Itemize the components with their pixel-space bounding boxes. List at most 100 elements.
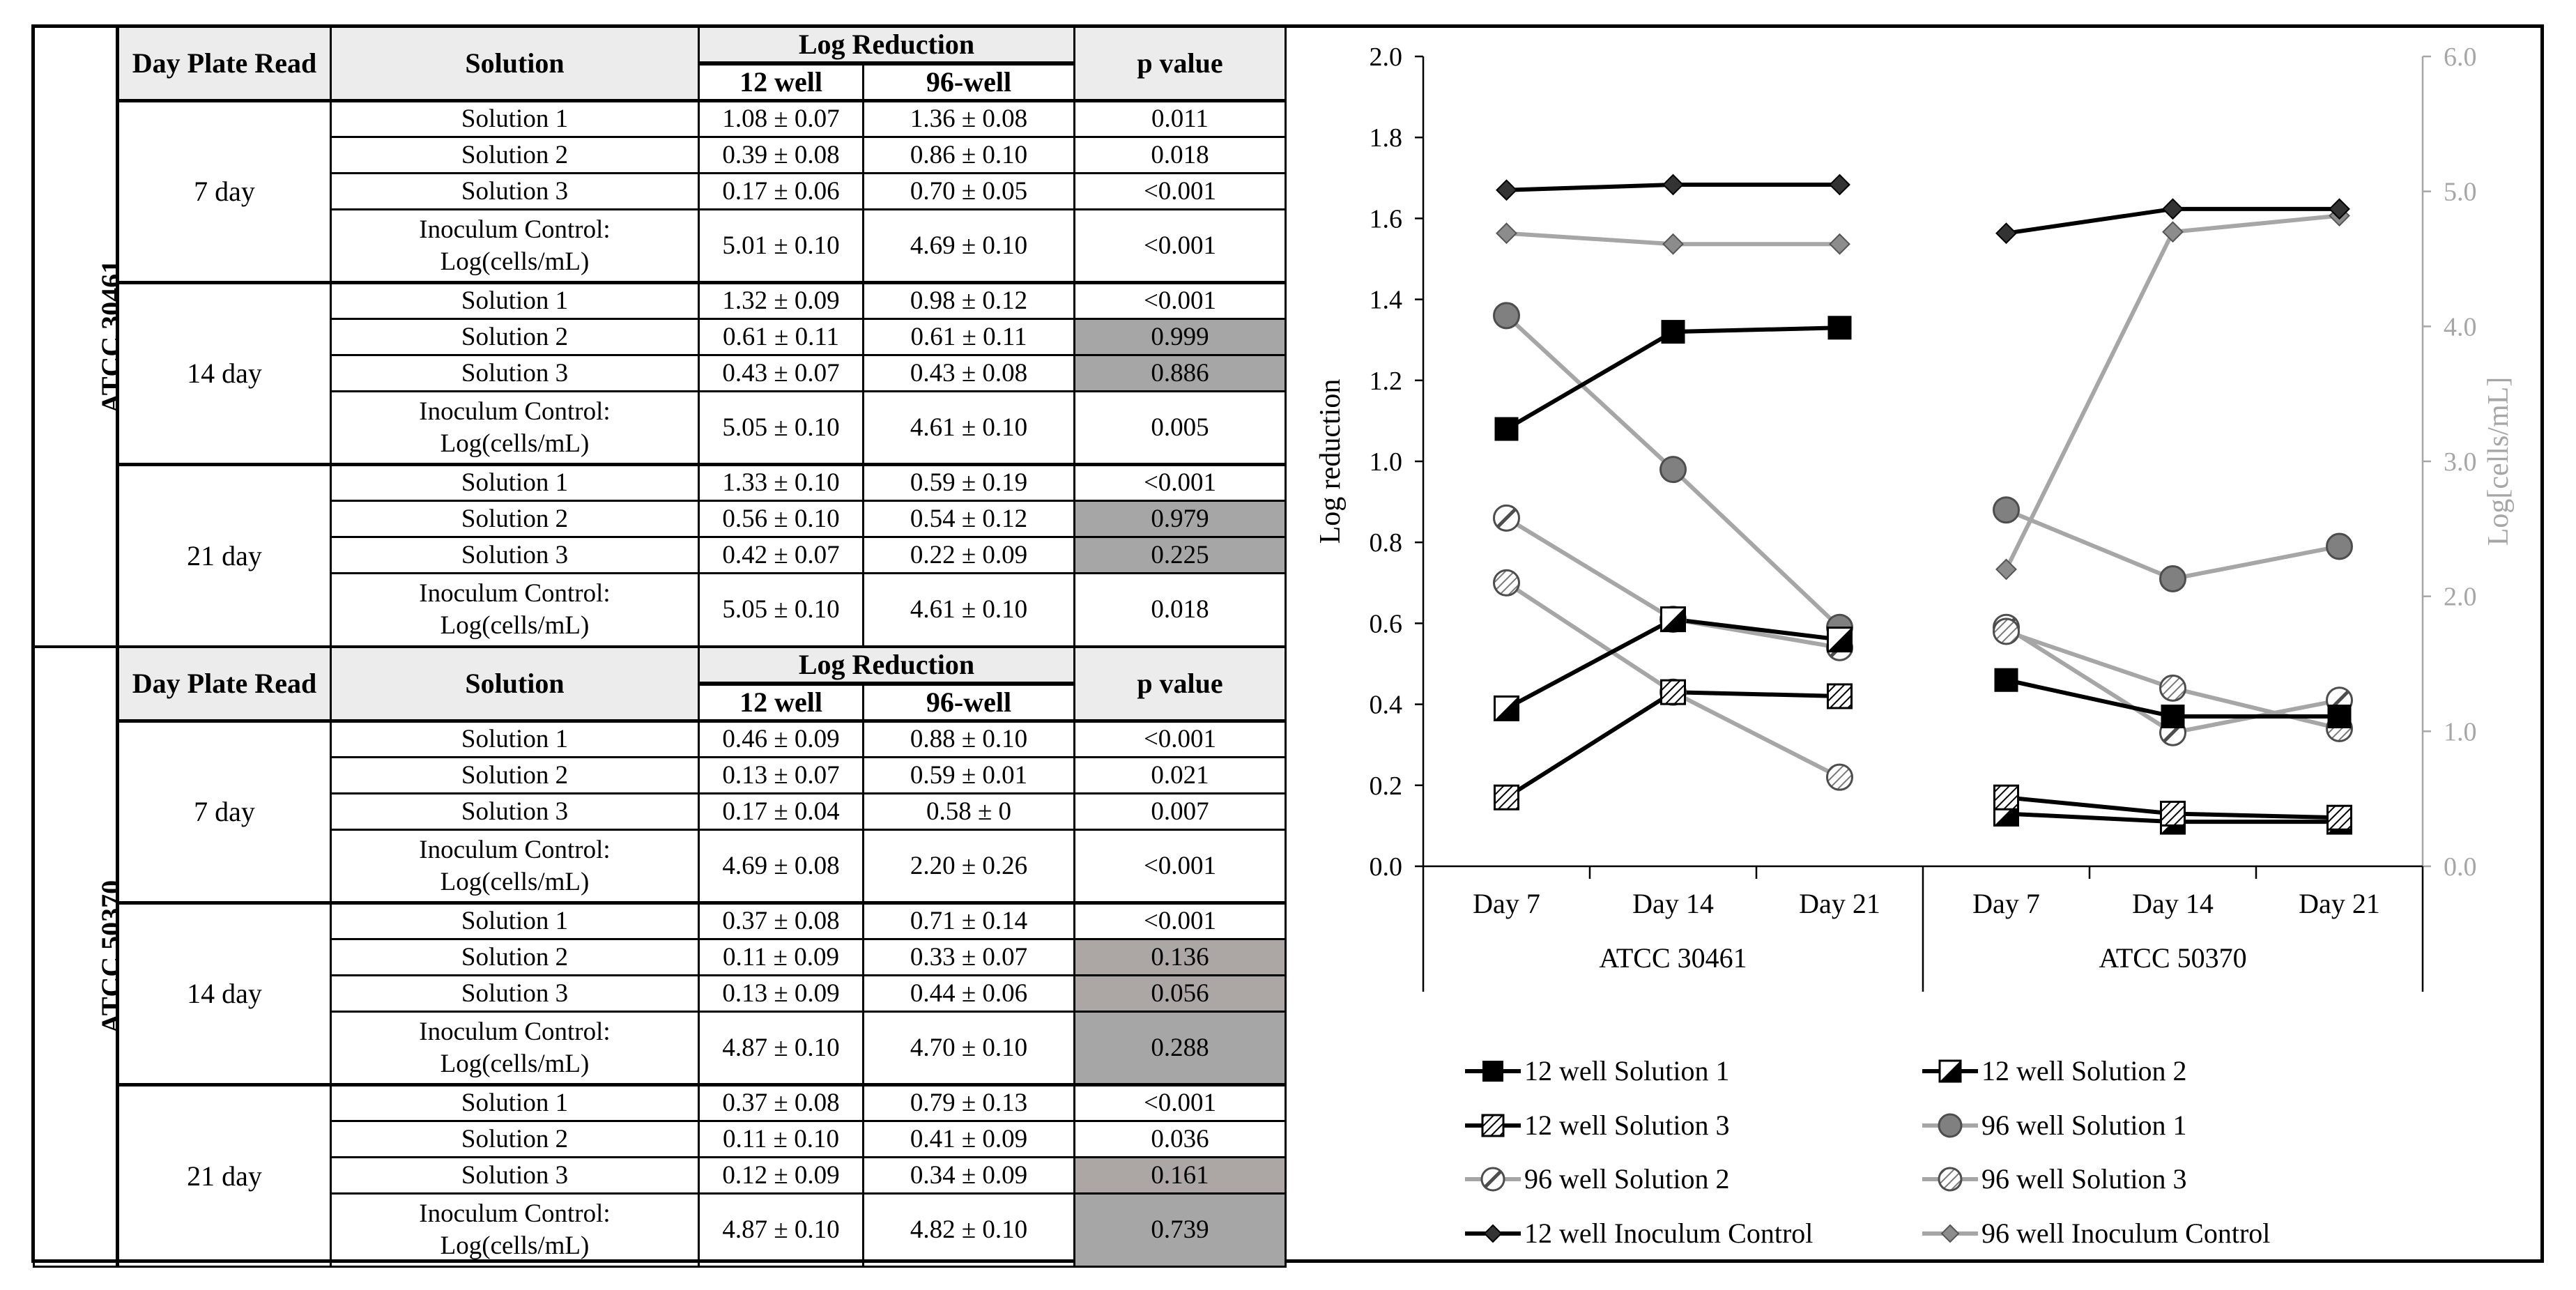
value-96-well: 4.82 ± 0.10 bbox=[862, 1192, 1075, 1268]
x-tick-label: Day 7 bbox=[1972, 888, 2040, 919]
solution-cell: Solution 1 bbox=[330, 281, 700, 320]
point-marker bbox=[1493, 569, 1520, 597]
legend-label: 12 well Solution 3 bbox=[1524, 1109, 1729, 1141]
point-marker bbox=[1993, 496, 2020, 524]
table-row: Inoculum Control: Log(cells/mL) 4.87 ± 0.1… bbox=[34, 1011, 1287, 1086]
point-marker bbox=[1994, 668, 2018, 692]
value-12-well: 1.08 ± 0.07 bbox=[698, 99, 864, 138]
value-96-well: 2.20 ± 0.26 bbox=[862, 829, 1075, 904]
solution-cell: Inoculum Control: Log(cells/mL) bbox=[330, 572, 700, 647]
table-row: Solution 2 0.61 ± 0.11 0.61 ± 0.11 0.999 bbox=[34, 318, 1287, 356]
header-12-well: 12 well bbox=[698, 682, 864, 722]
point-marker bbox=[1662, 233, 1684, 255]
point-marker bbox=[2159, 565, 2186, 592]
solution-cell: Solution 2 bbox=[330, 1120, 700, 1158]
y2-tick-label: 0.0 bbox=[2444, 852, 2477, 882]
solution-cell: Inoculum Control: Log(cells/mL) bbox=[330, 829, 700, 904]
value-12-well: 0.61 ± 0.11 bbox=[698, 318, 864, 356]
point-marker bbox=[1829, 233, 1850, 255]
point-marker bbox=[2159, 674, 2186, 702]
x-tick-label: Day 21 bbox=[2299, 888, 2380, 919]
x-tick-label: Day 14 bbox=[1632, 888, 1714, 919]
point-marker bbox=[1995, 222, 2017, 245]
p-value: 0.007 bbox=[1073, 792, 1287, 831]
solution-cell: Solution 3 bbox=[330, 792, 700, 831]
header-day-plate-read: Day Plate Read bbox=[116, 646, 332, 722]
point-marker bbox=[1494, 695, 1519, 721]
solution-label: Inoculum Control: bbox=[419, 215, 611, 244]
p-value: <0.001 bbox=[1073, 901, 1287, 940]
point-marker bbox=[1660, 606, 1686, 633]
solution-cell: Inoculum Control: Log(cells/mL) bbox=[330, 1011, 700, 1086]
solution-cell: Solution 1 bbox=[330, 99, 700, 138]
point-marker bbox=[1482, 1061, 1503, 1082]
strain-name: ATCC 50370 bbox=[95, 880, 118, 1034]
value-12-well: 0.37 ± 0.08 bbox=[698, 901, 864, 940]
point-marker bbox=[1827, 683, 1853, 709]
day-cell: 21 day bbox=[116, 1083, 332, 1268]
value-96-well: 0.88 ± 0.10 bbox=[862, 719, 1075, 758]
p-value: <0.001 bbox=[1073, 1083, 1287, 1122]
value-12-well: 0.17 ± 0.06 bbox=[698, 172, 864, 210]
legend-label: 12 well Inoculum Control bbox=[1524, 1218, 1813, 1249]
table-row: Solution 3 0.17 ± 0.06 0.70 ± 0.05 <0.001 bbox=[34, 172, 1287, 210]
point-marker bbox=[2162, 198, 2184, 220]
solution-cell: Solution 1 bbox=[330, 719, 700, 758]
value-12-well: 4.87 ± 0.10 bbox=[698, 1192, 864, 1268]
solution-label: Inoculum Control: bbox=[419, 397, 611, 426]
value-12-well: 0.56 ± 0.10 bbox=[698, 500, 864, 538]
table-row: Inoculum Control: Log(cells/mL) 5.05 ± 0.1… bbox=[34, 572, 1287, 647]
solution-cell: Solution 3 bbox=[330, 536, 700, 574]
solution-cell: Solution 3 bbox=[330, 974, 700, 1013]
y2-tick-label: 3.0 bbox=[2444, 447, 2477, 477]
value-12-well: 0.17 ± 0.04 bbox=[698, 792, 864, 831]
point-marker bbox=[2327, 705, 2352, 729]
solution-cell: Solution 2 bbox=[330, 756, 700, 794]
solution-cell: Solution 3 bbox=[330, 1156, 700, 1195]
p-value: 0.011 bbox=[1073, 99, 1287, 138]
value-96-well: 0.43 ± 0.08 bbox=[862, 354, 1075, 392]
value-12-well: 1.33 ± 0.10 bbox=[698, 463, 864, 502]
header-solution: Solution bbox=[330, 646, 700, 722]
y-tick-label: 0.0 bbox=[1370, 852, 1403, 882]
p-value: <0.001 bbox=[1073, 463, 1287, 502]
table-row: 14 day Solution 1 1.32 ± 0.09 0.98 ± 0.12 <0… bbox=[34, 281, 1287, 466]
table-row: 14 day Solution 1 0.37 ± 0.08 0.71 ± 0.14 <0… bbox=[34, 901, 1287, 1086]
value-96-well: 0.61 ± 0.11 bbox=[862, 318, 1075, 356]
point-marker bbox=[1940, 1224, 1960, 1243]
point-marker bbox=[1660, 679, 1686, 705]
series-line bbox=[1505, 690, 1840, 799]
value-96-well: 4.70 ± 0.10 bbox=[862, 1011, 1075, 1086]
solution-cell: Solution 3 bbox=[330, 172, 700, 210]
legend-label: 96 well Solution 2 bbox=[1524, 1163, 1729, 1195]
value-96-well: 0.59 ± 0.01 bbox=[862, 756, 1075, 794]
point-marker bbox=[2162, 221, 2184, 243]
solution-unit: Log(cells/mL) bbox=[440, 429, 590, 458]
strain-name: ATCC 30461 bbox=[95, 259, 118, 414]
value-12-well: 0.46 ± 0.09 bbox=[698, 719, 864, 758]
y2-tick-label: 4.0 bbox=[2444, 312, 2477, 341]
solution-label: Inoculum Control: bbox=[419, 579, 611, 608]
point-marker bbox=[1481, 1114, 1505, 1137]
p-value: 0.021 bbox=[1073, 756, 1287, 794]
point-marker bbox=[1829, 174, 1850, 196]
figure-frame bbox=[31, 24, 2544, 1263]
value-96-well: 0.86 ± 0.10 bbox=[862, 136, 1075, 174]
value-96-well: 0.58 ± 0 bbox=[862, 792, 1075, 831]
table-row: 21 day Solution 1 1.33 ± 0.10 0.59 ± 0.19 <0… bbox=[34, 463, 1287, 647]
value-96-well: 0.70 ± 0.05 bbox=[862, 172, 1075, 210]
table-row: Inoculum Control: Log(cells/mL) 5.05 ± 0.1… bbox=[34, 390, 1287, 466]
point-marker bbox=[1480, 1167, 1505, 1192]
strain-label: ATCC 30461 bbox=[33, 26, 119, 647]
header-96-well: 96-well bbox=[862, 682, 1075, 722]
solution-cell: Solution 3 bbox=[330, 354, 700, 392]
day-cell: 7 day bbox=[116, 719, 332, 904]
value-12-well: 0.11 ± 0.09 bbox=[698, 938, 864, 976]
p-value: 0.036 bbox=[1073, 1120, 1287, 1158]
solution-label: Inoculum Control: bbox=[419, 1199, 611, 1228]
p-value: 0.288 bbox=[1073, 1011, 1287, 1086]
value-12-well: 4.69 ± 0.08 bbox=[698, 829, 864, 904]
table-row: Solution 3 0.42 ± 0.07 0.22 ± 0.09 0.225 bbox=[34, 536, 1287, 574]
solution-unit: Log(cells/mL) bbox=[440, 867, 590, 896]
solution-cell: Solution 1 bbox=[330, 1083, 700, 1122]
